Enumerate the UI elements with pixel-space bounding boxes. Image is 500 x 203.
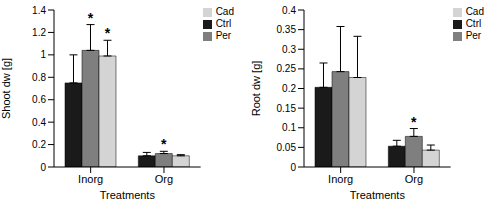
- svg-text:0.3: 0.3: [282, 44, 296, 55]
- html-text:Ctrl: Ctrl: [465, 18, 482, 29]
- svg-text:*: *: [411, 114, 417, 130]
- svg-text:Org: Org: [155, 173, 173, 185]
- svg-text:0.25: 0.25: [277, 63, 297, 74]
- svg-text:Root dw [g]: Root dw [g]: [250, 61, 262, 117]
- svg-text:*: *: [88, 10, 94, 26]
- svg-text:0: 0: [290, 162, 296, 173]
- svg-text:1: 1: [40, 49, 46, 60]
- svg-text:*: *: [105, 25, 111, 41]
- svg-text:0.15: 0.15: [277, 103, 297, 114]
- svg-text:0.2: 0.2: [282, 83, 296, 94]
- svg-text:Inorg: Inorg: [328, 173, 353, 185]
- svg-text:*: *: [161, 136, 167, 152]
- svg-text:1.4: 1.4: [32, 5, 46, 16]
- svg-text:Treatments: Treatments: [350, 189, 406, 201]
- svg-text:0.6: 0.6: [32, 94, 46, 105]
- svg-text:Treatments: Treatments: [100, 189, 156, 201]
- svg-text:Shoot dw [g]: Shoot dw [g]: [8, 58, 12, 119]
- svg-text:0.35: 0.35: [277, 24, 297, 35]
- svg-text:0.4: 0.4: [282, 5, 296, 16]
- svg-text:1.2: 1.2: [32, 27, 46, 38]
- svg-text:0.4: 0.4: [32, 117, 46, 128]
- svg-text:0.1: 0.1: [282, 122, 296, 133]
- html-text:Per: Per: [215, 30, 232, 41]
- svg-text:0.8: 0.8: [32, 72, 46, 83]
- html-text:Per: Per: [465, 30, 482, 41]
- html-text:Cad: Cad: [465, 6, 484, 17]
- svg-text:0.05: 0.05: [277, 142, 297, 153]
- html-text:Cad: Cad: [215, 6, 234, 17]
- html-text:Ctrl: Ctrl: [215, 18, 232, 29]
- svg-text:Inorg: Inorg: [78, 173, 103, 185]
- svg-text:Org: Org: [405, 173, 423, 185]
- svg-text:0.2: 0.2: [32, 139, 46, 150]
- svg-text:0: 0: [40, 162, 46, 173]
